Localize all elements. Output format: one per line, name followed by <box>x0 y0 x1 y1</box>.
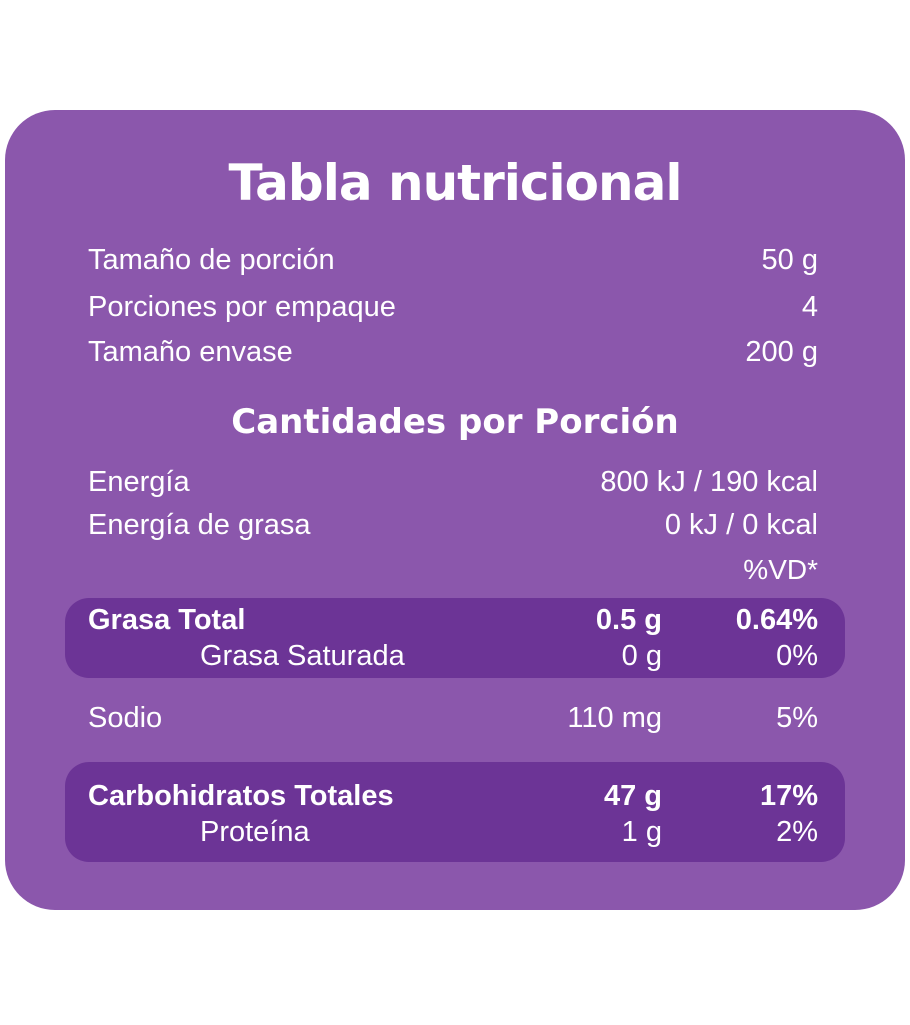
serving-size-value: 50 g <box>761 243 818 276</box>
servings-per-pack-label: Porciones por empaque <box>88 290 396 323</box>
energy-value: 800 kJ / 190 kcal <box>600 465 818 498</box>
carbohydrate-band: Carbohidratos Totales 47 g 17% Proteína … <box>65 762 845 862</box>
total-carbs-row: Carbohidratos Totales 47 g 17% <box>65 778 845 814</box>
fat-band: Grasa Total 0.5 g 0.64% Grasa Saturada 0… <box>65 598 845 678</box>
energy-from-fat-label: Energía de grasa <box>88 508 311 541</box>
package-size-label: Tamaño envase <box>88 335 293 368</box>
section-heading: Cantidades por Porción <box>231 402 679 442</box>
energy-from-fat-row: Energía de grasa 0 kJ / 0 kcal <box>88 502 818 548</box>
serving-size-label: Tamaño de porción <box>88 243 335 276</box>
protein-vd: 2% <box>776 816 818 848</box>
protein-row: Proteína 1 g 2% <box>65 814 845 850</box>
total-carbs-label: Carbohidratos Totales <box>88 780 394 812</box>
saturated-fat-row: Grasa Saturada 0 g 0% <box>65 638 845 674</box>
total-fat-amount: 0.5 g <box>595 604 662 636</box>
protein-amount: 1 g <box>621 816 662 848</box>
total-fat-label: Grasa Total <box>88 604 246 636</box>
serving-size-row: Tamaño de porción 50 g <box>88 237 818 283</box>
energy-from-fat-value: 0 kJ / 0 kcal <box>664 508 818 541</box>
total-fat-vd: 0.64% <box>735 604 818 636</box>
energy-label: Energía <box>88 465 190 498</box>
saturated-fat-label: Grasa Saturada <box>200 640 405 672</box>
sodium-row: Sodio 110 mg 5% <box>5 695 905 741</box>
saturated-fat-amount: 0 g <box>621 640 662 672</box>
energy-row: Energía 800 kJ / 190 kcal <box>88 459 818 505</box>
vd-column-header: %VD* <box>743 554 818 585</box>
protein-label: Proteína <box>200 816 310 848</box>
package-size-row: Tamaño envase 200 g <box>88 329 818 375</box>
total-carbs-vd: 17% <box>759 780 818 812</box>
sodium-label: Sodio <box>88 702 163 734</box>
servings-per-pack-value: 4 <box>801 290 818 323</box>
package-size-value: 200 g <box>745 335 818 368</box>
sodium-amount: 110 mg <box>567 702 662 734</box>
nutrition-label-card: Tabla nutricional Tamaño de porción 50 g… <box>5 110 905 910</box>
saturated-fat-vd: 0% <box>776 640 818 672</box>
total-carbs-amount: 47 g <box>603 780 662 812</box>
servings-per-pack-row: Porciones por empaque 4 <box>88 284 818 330</box>
page-title: Tabla nutricional <box>228 154 683 212</box>
sodium-vd: 5% <box>776 702 818 734</box>
total-fat-row: Grasa Total 0.5 g 0.64% <box>65 602 845 638</box>
